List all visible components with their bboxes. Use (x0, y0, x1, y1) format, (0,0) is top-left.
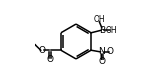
Text: O: O (107, 47, 114, 56)
Text: O: O (47, 55, 54, 64)
Text: OH: OH (106, 26, 117, 35)
Text: OH: OH (94, 15, 105, 24)
Text: O: O (39, 46, 46, 55)
Text: N: N (98, 47, 105, 56)
Text: O: O (98, 57, 105, 65)
Text: B: B (99, 26, 105, 35)
